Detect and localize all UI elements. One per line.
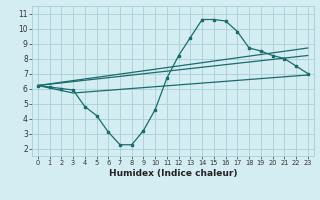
X-axis label: Humidex (Indice chaleur): Humidex (Indice chaleur) bbox=[108, 169, 237, 178]
